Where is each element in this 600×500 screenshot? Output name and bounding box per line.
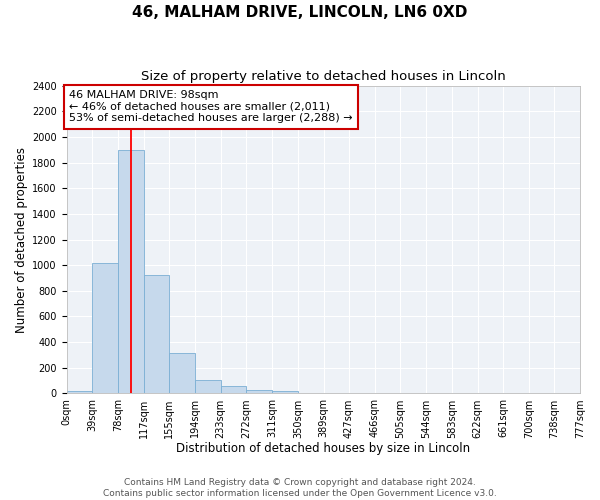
Bar (118, 150, 144, 394)
Title: Size of property relative to detached houses in Lincoln: Size of property relative to detached ho… (141, 70, 506, 83)
Text: 46, MALHAM DRIVE, LINCOLN, LN6 0XD: 46, MALHAM DRIVE, LINCOLN, LN6 0XD (133, 5, 467, 20)
Bar (247, 390, 272, 394)
Bar (92, 262, 118, 394)
Bar (67, 391, 92, 394)
Bar (221, 386, 247, 394)
Bar (272, 391, 298, 394)
Bar (144, 276, 169, 394)
X-axis label: Distribution of detached houses by size in Lincoln: Distribution of detached houses by size … (176, 442, 470, 455)
Text: Contains HM Land Registry data © Crown copyright and database right 2024.
Contai: Contains HM Land Registry data © Crown c… (103, 478, 497, 498)
Y-axis label: Number of detached properties: Number of detached properties (15, 146, 28, 332)
Bar (169, 353, 195, 394)
Bar (195, 380, 221, 394)
Text: 46 MALHAM DRIVE: 98sqm
← 46% of detached houses are smaller (2,011)
53% of semi-: 46 MALHAM DRIVE: 98sqm ← 46% of detached… (69, 90, 353, 124)
